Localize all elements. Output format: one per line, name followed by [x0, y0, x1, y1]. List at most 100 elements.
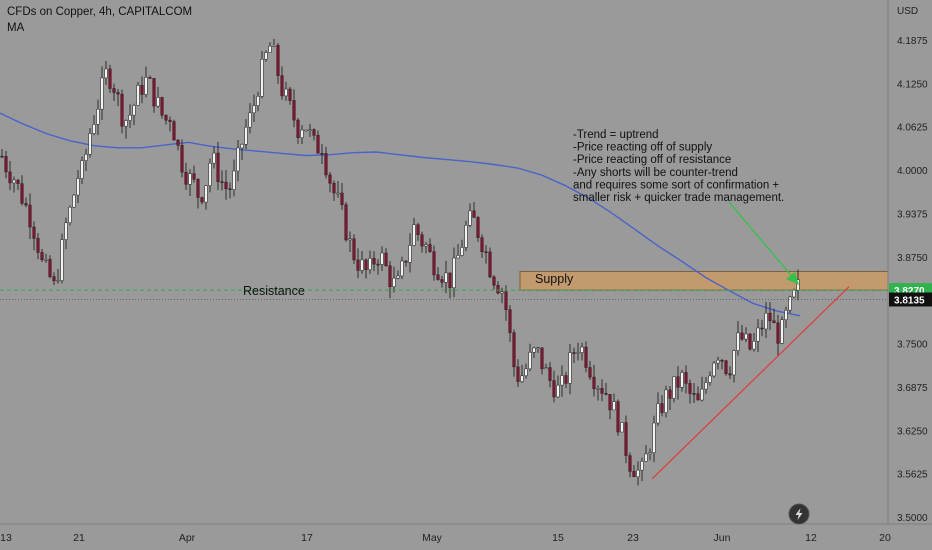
- candle-body: [108, 68, 112, 89]
- candle-body: [228, 188, 232, 191]
- candle-body: [184, 171, 188, 185]
- candle-body: [520, 375, 524, 382]
- candle-body: [700, 388, 704, 401]
- candle-body: [348, 238, 352, 241]
- candle-body: [588, 367, 592, 378]
- candle-body: [172, 121, 176, 141]
- candle-body: [492, 276, 496, 286]
- time-axis-ticks[interactable]: 13 21 Apr 17 May 15 23 Jun 12 20: [0, 532, 891, 544]
- candle-body: [444, 272, 448, 283]
- price-tick-label: 3.9375: [897, 209, 928, 220]
- candle-body: [556, 384, 560, 398]
- candle-body: [168, 119, 172, 122]
- candle-body: [140, 85, 144, 95]
- candle-body: [400, 260, 404, 277]
- candle-body: [424, 244, 428, 247]
- moving-average-layer: [0, 112, 801, 317]
- candle-body: [448, 272, 452, 288]
- candle-body: [692, 393, 696, 395]
- candlestick-layer: [0, 38, 800, 486]
- candle-body: [336, 192, 340, 195]
- candle-body: [252, 105, 256, 114]
- candle-body: [648, 452, 652, 455]
- candle-body: [488, 251, 492, 278]
- candle-body: [612, 401, 616, 411]
- candle-body: [508, 309, 512, 333]
- candle-body: [164, 114, 168, 121]
- candle-body: [256, 96, 260, 106]
- candle-body: [552, 380, 556, 398]
- candle-body: [504, 291, 508, 310]
- lightning-icon[interactable]: [788, 503, 810, 525]
- candle-body: [636, 469, 640, 478]
- candle-body: [384, 252, 388, 267]
- candle-body: [664, 389, 668, 413]
- candle-body: [92, 124, 96, 134]
- candle-body: [408, 245, 412, 263]
- candle-body: [776, 322, 780, 344]
- candle-body: [28, 204, 32, 228]
- candle-body: [104, 68, 108, 79]
- time-tick-label: 20: [879, 532, 891, 544]
- candle-body: [116, 92, 120, 95]
- annotation-layer: Supply Resistance -Trend = uptrend-Price…: [243, 129, 784, 298]
- candle-body: [288, 88, 292, 101]
- candle-body: [312, 129, 316, 136]
- candle-body: [632, 471, 636, 478]
- candle-body: [596, 388, 600, 390]
- indicator-label: MA: [7, 22, 25, 34]
- candle-body: [20, 183, 24, 204]
- candle-body: [180, 145, 184, 173]
- candle-body: [724, 360, 728, 374]
- price-axis[interactable]: [888, 0, 932, 550]
- supply-zone: [519, 270, 889, 291]
- candle-body: [564, 375, 568, 384]
- candle-body: [420, 234, 424, 247]
- candle-body: [260, 59, 264, 97]
- note-line: -Price reacting off of resistance: [573, 154, 731, 166]
- candle-body: [40, 252, 44, 261]
- candle-body: [604, 393, 608, 395]
- time-tick-label: 17: [301, 532, 313, 544]
- axis-unit: USD: [897, 6, 918, 17]
- drawing-layer: [0, 201, 888, 480]
- candle-body: [764, 312, 768, 330]
- candle-body: [44, 259, 48, 261]
- candle-body: [84, 154, 88, 161]
- candle-body: [136, 85, 140, 106]
- price-badge-label: 3.8135: [894, 295, 925, 306]
- candle-body: [716, 359, 720, 364]
- candle-body: [48, 259, 52, 277]
- time-tick-label: 13: [0, 532, 12, 544]
- candle-body: [580, 346, 584, 353]
- candle-body: [148, 77, 152, 79]
- supply-label: Supply: [535, 272, 574, 286]
- candle-body: [452, 257, 456, 288]
- candle-body: [316, 135, 320, 154]
- candle-body: [468, 210, 472, 226]
- price-tick-label: 3.5000: [897, 513, 928, 524]
- candle-body: [8, 171, 12, 184]
- time-tick-label: May: [422, 532, 443, 544]
- candle-body: [360, 259, 364, 271]
- candle-body: [464, 225, 468, 248]
- trendline: [651, 286, 850, 480]
- candle-body: [656, 403, 660, 424]
- candle-body: [456, 255, 460, 259]
- candle-body: [196, 179, 200, 198]
- candle-body: [380, 252, 384, 265]
- candle-body: [624, 422, 628, 456]
- candle-body: [328, 174, 332, 184]
- candle-body: [96, 108, 100, 125]
- candle-body: [296, 119, 300, 138]
- candle-body: [684, 372, 688, 384]
- candle-body: [248, 112, 252, 128]
- candle-body: [124, 120, 128, 127]
- time-tick-label: 12: [805, 532, 817, 544]
- candle-body: [680, 372, 684, 388]
- candle-body: [240, 144, 244, 149]
- candle-body: [188, 173, 192, 185]
- candle-body: [496, 285, 500, 294]
- time-tick-label: Jun: [714, 532, 731, 544]
